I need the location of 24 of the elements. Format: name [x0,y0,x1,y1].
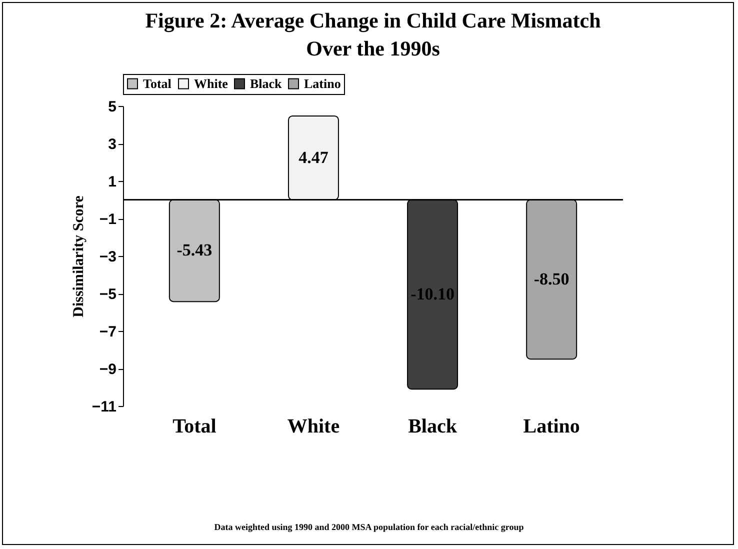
y-tick-label: 3 [108,136,116,153]
chart-title: Figure 2: Average Change in Child Care Mismatch Over the 1990s [145,8,602,60]
y-axis-title: Dissimilarity Score [70,195,87,318]
data-label: 4.47 [298,148,329,167]
y-tick-label: −9 [99,361,116,378]
legend-label: White [194,76,228,91]
y-tick-label: 5 [108,98,116,116]
data-label: -10.10 [410,284,454,304]
x-tick-label: Total [172,416,217,438]
y-tick-label: −7 [99,324,116,340]
legend-label: Total [143,76,172,91]
legend-label: Black [250,76,283,91]
y-tick-label: 1 [108,174,116,190]
y-tick-label: −5 [99,286,116,303]
x-tick-label: Black [408,416,458,438]
data-label: -8.50 [534,269,570,288]
y-tick-label: −11 [92,398,116,416]
legend-label: Latino [304,76,341,91]
x-tick-label: White [287,416,340,438]
y-tick-label: −1 [99,211,116,228]
text: Data weighted using 1990 and 2000 MSA population for each racial/ethnic group [213,522,525,532]
x-tick-label: Latino [523,416,580,438]
y-tick-label: −3 [99,248,116,266]
data-label: -5.43 [176,240,212,260]
